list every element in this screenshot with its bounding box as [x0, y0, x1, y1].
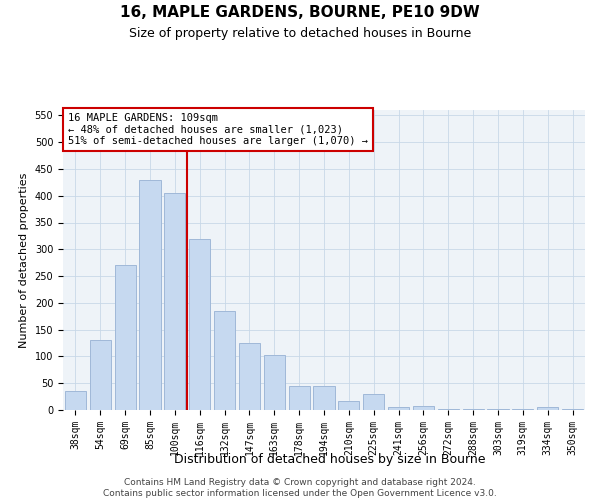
Bar: [463, 409, 484, 410]
Bar: [338, 401, 359, 410]
Text: Contains HM Land Registry data © Crown copyright and database right 2024.
Contai: Contains HM Land Registry data © Crown c…: [103, 478, 497, 498]
Y-axis label: Number of detached properties: Number of detached properties: [19, 172, 29, 348]
Bar: [164, 193, 185, 410]
Bar: [90, 340, 111, 410]
Bar: [413, 406, 434, 410]
Bar: [487, 409, 509, 410]
Bar: [313, 386, 335, 410]
Text: Distribution of detached houses by size in Bourne: Distribution of detached houses by size …: [174, 452, 486, 466]
Text: 16, MAPLE GARDENS, BOURNE, PE10 9DW: 16, MAPLE GARDENS, BOURNE, PE10 9DW: [120, 5, 480, 20]
Bar: [562, 409, 583, 410]
Bar: [115, 266, 136, 410]
Bar: [239, 343, 260, 410]
Bar: [214, 311, 235, 410]
Text: Size of property relative to detached houses in Bourne: Size of property relative to detached ho…: [129, 28, 471, 40]
Bar: [189, 238, 210, 410]
Text: 16 MAPLE GARDENS: 109sqm
← 48% of detached houses are smaller (1,023)
51% of sem: 16 MAPLE GARDENS: 109sqm ← 48% of detach…: [68, 113, 368, 146]
Bar: [363, 394, 384, 410]
Bar: [438, 409, 459, 410]
Bar: [264, 356, 285, 410]
Bar: [512, 409, 533, 410]
Bar: [537, 408, 558, 410]
Bar: [65, 391, 86, 410]
Bar: [139, 180, 161, 410]
Bar: [388, 408, 409, 410]
Bar: [289, 386, 310, 410]
